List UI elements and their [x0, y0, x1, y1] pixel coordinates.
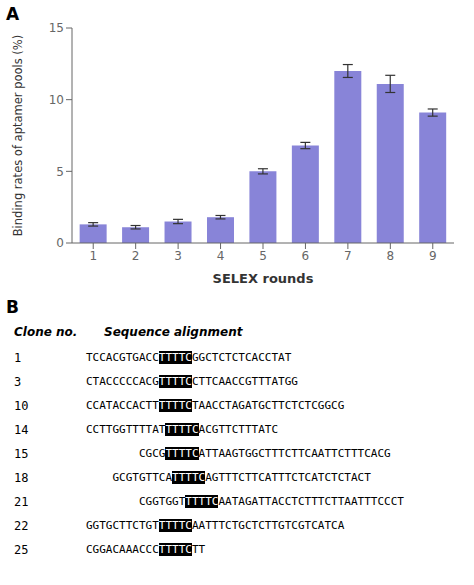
svg-text:7: 7	[344, 249, 352, 263]
html-text:10: 10	[14, 399, 29, 413]
svg-text:1: 1	[89, 249, 97, 263]
svg-text:9: 9	[429, 249, 437, 263]
svg-text:8: 8	[387, 249, 395, 263]
svg-text:5: 5	[259, 249, 267, 263]
html-text:CGCG TTTTC ATTAAGTGGCTTTCTTCAA: CGCG TTTTC ATTAAGTGGCTTTCTTCAATTCTTTCACG	[86, 447, 391, 460]
svg-text:0: 0	[56, 236, 64, 250]
html-text:15: 15	[14, 447, 29, 461]
html-text:25: 25	[14, 543, 29, 557]
svg-text:15: 15	[49, 21, 64, 35]
html-text:TCCACGTGACC TTTTC GGCTCTCTCACC: TCCACGTGACC TTTTC GGCTCTCTCACCTAT	[86, 351, 292, 364]
svg-text:6: 6	[302, 249, 310, 263]
svg-text:SELEX rounds: SELEX rounds	[213, 271, 314, 286]
html-text:Sequence alignment: Sequence alignment	[104, 325, 243, 339]
html-text:CCTTGGTTTTAT TTTTC ACGTTCTTTAT: CCTTGGTTTTAT TTTTC ACGTTCTTTATC	[86, 423, 279, 436]
svg-text:4: 4	[217, 249, 225, 263]
svg-text:10: 10	[49, 93, 64, 107]
svg-text:Binding rates of aptamer pools: Binding rates of aptamer pools (%)	[11, 35, 25, 237]
html-text:14: 14	[14, 423, 29, 437]
html-text:CGGACAAACCC TTTTC TT: CGGACAAACCC TTTTC TT	[86, 543, 206, 556]
svg-text:2: 2	[132, 249, 140, 263]
html-text:1: 1	[14, 351, 22, 365]
html-text:18: 18	[14, 471, 29, 485]
html-text:3: 3	[14, 375, 22, 389]
html-text:GGTGCTTCTGT TTTTC AATTTCTGCTCT: GGTGCTTCTGT TTTTC AATTTCTGCTCTTGTCGTCATC…	[86, 519, 345, 532]
svg-text:5: 5	[56, 165, 64, 179]
html-text:CGGTGGT TTTTC AATAGATTACCTCTTT: CGGTGGT TTTTC AATAGATTACCTCTTTCTTAATTTCC…	[86, 495, 404, 508]
html-text:21: 21	[14, 495, 29, 509]
html-text:CTACCCCCACG TTTTC CTTCAACCGTTT: CTACCCCCACG TTTTC CTTCAACCGTTTATGG	[86, 375, 298, 388]
html-text:B: B	[6, 297, 19, 317]
svg-text:3: 3	[174, 249, 182, 263]
html-text:CCATACCACTT TTTTC TAACCTAGATGC: CCATACCACTT TTTTC TAACCTAGATGCTTCTCTCGGC…	[86, 399, 345, 412]
html-text:Clone no.: Clone no.	[14, 325, 78, 339]
html-text:GCGTGTTCA TTTTC AGTTTCTTCATTTC: GCGTGTTCA TTTTC AGTTTCTTCATTTCTCATCTCTAC…	[86, 471, 371, 484]
html-text:22: 22	[14, 519, 29, 533]
html-text:A: A	[6, 4, 20, 24]
